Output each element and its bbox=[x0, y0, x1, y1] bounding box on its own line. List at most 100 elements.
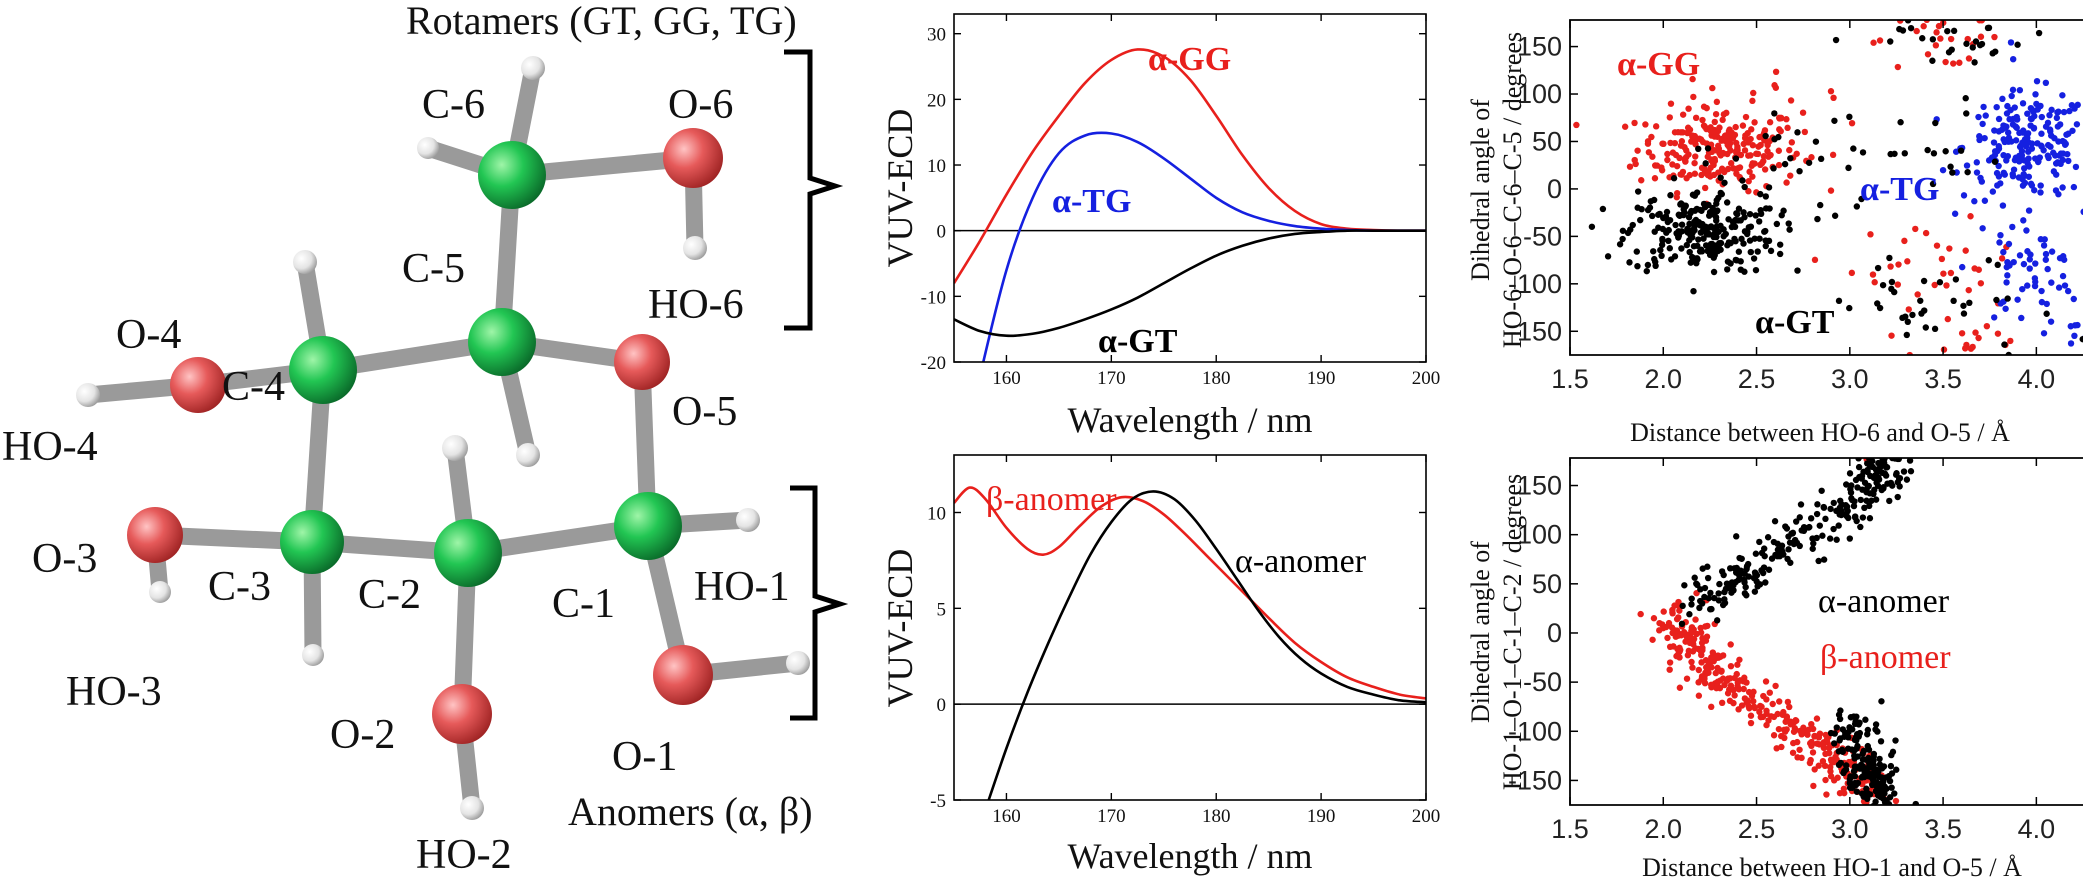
data-point bbox=[1634, 147, 1641, 154]
data-point bbox=[1950, 60, 1957, 67]
data-point bbox=[1789, 749, 1797, 756]
y-axis-title: HO-6–O-6–C-6–C-5 / degrees bbox=[1498, 32, 1527, 348]
data-point bbox=[1821, 762, 1829, 770]
data-point bbox=[2033, 77, 2041, 85]
data-point bbox=[2009, 223, 2016, 231]
data-point bbox=[1952, 276, 1960, 283]
data-point bbox=[2059, 92, 2066, 99]
data-point bbox=[1982, 112, 1989, 119]
data-point bbox=[1692, 616, 1699, 623]
data-point bbox=[1997, 300, 2004, 307]
data-point bbox=[1691, 170, 1699, 177]
data-point bbox=[1822, 731, 1829, 739]
data-point bbox=[1769, 700, 1776, 708]
data-point bbox=[1888, 278, 1896, 286]
data-point bbox=[1688, 595, 1695, 602]
data-point bbox=[1723, 109, 1730, 117]
data-point bbox=[1766, 119, 1774, 126]
data-point bbox=[1703, 231, 1710, 238]
data-point bbox=[1899, 27, 1907, 34]
x-tick-label: 160 bbox=[992, 368, 1021, 389]
data-point bbox=[1935, 22, 1943, 30]
data-point bbox=[2016, 252, 2024, 259]
data-point bbox=[1819, 532, 1826, 539]
data-point bbox=[1969, 44, 1976, 51]
data-point bbox=[1831, 740, 1838, 747]
data-point bbox=[1719, 601, 1727, 609]
data-point bbox=[1815, 762, 1822, 769]
data-point bbox=[1739, 122, 1747, 129]
data-point bbox=[1604, 253, 1612, 260]
data-point bbox=[2009, 173, 2017, 180]
data-point bbox=[1778, 743, 1785, 751]
data-point bbox=[2017, 142, 2025, 149]
data-point bbox=[1853, 203, 1861, 210]
data-point bbox=[1729, 579, 1736, 587]
data-point bbox=[1723, 580, 1731, 587]
data-point bbox=[1782, 718, 1789, 725]
data-point bbox=[1787, 172, 1794, 179]
data-point bbox=[1698, 248, 1706, 255]
data-point bbox=[1977, 280, 1985, 287]
data-point bbox=[1880, 763, 1888, 770]
data-point bbox=[1864, 484, 1871, 491]
data-point bbox=[1718, 165, 1726, 172]
data-point bbox=[1741, 134, 1749, 142]
data-point bbox=[1932, 119, 1939, 127]
data-point bbox=[1771, 110, 1778, 117]
data-point bbox=[1717, 174, 1724, 181]
data-point bbox=[1792, 518, 1800, 525]
data-point bbox=[1832, 36, 1840, 44]
data-point bbox=[1644, 261, 1652, 269]
data-point bbox=[1658, 252, 1665, 260]
data-point bbox=[1888, 770, 1896, 777]
data-point bbox=[1744, 560, 1752, 568]
data-point bbox=[1669, 629, 1676, 637]
data-point bbox=[1786, 146, 1793, 154]
data-point bbox=[2048, 279, 2055, 286]
data-point bbox=[1745, 188, 1752, 195]
data-point bbox=[1888, 332, 1895, 339]
data-point bbox=[1950, 27, 1958, 35]
data-point bbox=[1621, 123, 1629, 130]
data-point bbox=[1864, 460, 1871, 467]
data-point bbox=[1999, 95, 2006, 103]
data-point bbox=[2004, 152, 2012, 160]
data-point bbox=[1873, 479, 1880, 486]
data-point bbox=[1734, 679, 1741, 687]
data-point bbox=[1872, 726, 1879, 733]
data-point bbox=[1817, 201, 1824, 209]
data-point bbox=[1733, 670, 1740, 678]
data-point bbox=[1836, 715, 1844, 723]
x-tick-label: 200 bbox=[1412, 368, 1441, 389]
data-point bbox=[1714, 207, 1721, 214]
data-point bbox=[1839, 748, 1846, 755]
data-point bbox=[1827, 505, 1834, 513]
data-point bbox=[1700, 122, 1708, 129]
data-point bbox=[2070, 295, 2077, 303]
data-point bbox=[1867, 231, 1874, 238]
data-point bbox=[1897, 119, 1904, 126]
data-point bbox=[1921, 307, 1928, 314]
data-point bbox=[1819, 741, 1827, 748]
data-point bbox=[2037, 189, 2044, 196]
data-point bbox=[1889, 748, 1897, 756]
data-point bbox=[1891, 288, 1898, 296]
data-point bbox=[1644, 206, 1652, 214]
data-point bbox=[1854, 484, 1861, 491]
data-point bbox=[1848, 496, 1856, 504]
data-point bbox=[1810, 540, 1817, 547]
data-point bbox=[1887, 150, 1894, 158]
data-point bbox=[2059, 184, 2066, 191]
data-point bbox=[1683, 675, 1691, 682]
data-point bbox=[1876, 304, 1884, 312]
data-point bbox=[1932, 355, 1938, 361]
data-point bbox=[1705, 594, 1712, 602]
data-point bbox=[1853, 737, 1860, 744]
data-point bbox=[1798, 754, 1805, 762]
data-point bbox=[1995, 115, 2003, 123]
data-point bbox=[1830, 94, 1837, 102]
data-point bbox=[1762, 132, 1769, 140]
data-point bbox=[1632, 160, 1639, 168]
data-point bbox=[1859, 756, 1867, 763]
